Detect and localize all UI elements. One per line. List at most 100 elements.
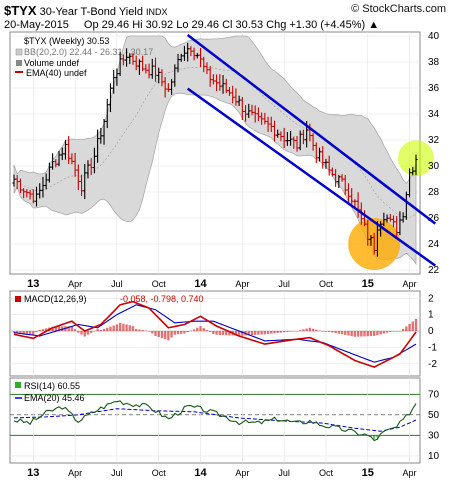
price-bar (398, 211, 402, 236)
macd-histogram-bar (112, 325, 115, 332)
price-bar (157, 67, 161, 84)
macd-histogram-bar (35, 331, 38, 333)
macd-line (13, 300, 417, 368)
price-y-tick: 34 (428, 109, 440, 120)
rsi-line-overlay (13, 400, 417, 441)
legend-volume-swatch (16, 60, 22, 66)
macd-histogram-bar (356, 331, 360, 337)
macd-y-axis: -2 -1 0 1 2 (428, 293, 437, 370)
macd-histogram-bar (353, 331, 357, 337)
price-bar (166, 83, 170, 92)
macd-histogram-bar (186, 331, 189, 333)
price-bar (173, 64, 177, 87)
legend-price: $TYX (Weekly) 30.53 (24, 36, 109, 46)
x-tick-label: 13 (27, 278, 39, 290)
price-bar (279, 131, 283, 142)
price-bar (369, 235, 373, 246)
exchange: INDX (146, 7, 168, 17)
chart-title: 30-Year T-Bond Yield (39, 6, 143, 18)
price-y-tick: 36 (428, 83, 440, 94)
macd-histogram-bar (392, 331, 395, 332)
x-tick-label: Oct (319, 279, 334, 289)
rsi-y-axis: 10 30 50 70 (428, 389, 440, 462)
price-bar (324, 158, 328, 169)
price-bar (411, 166, 415, 176)
macd-y-tick: 0 (428, 326, 434, 337)
price-bar (38, 183, 42, 199)
macd-histogram-bar (257, 331, 260, 335)
rsi-y-tick: 30 (428, 430, 440, 441)
macd-signal-line (13, 304, 417, 363)
x-tick-label: 15 (362, 278, 374, 290)
price-bar (362, 210, 367, 227)
price-bar (282, 127, 286, 149)
price-bar (44, 173, 48, 190)
price-bar (382, 212, 386, 227)
macd-histogram (12, 318, 418, 341)
macd-histogram-bar (135, 329, 138, 332)
macd-histogram-bar (22, 331, 25, 334)
macd-histogram-bar (28, 331, 32, 335)
price-y-tick: 32 (428, 135, 440, 146)
price-bar (150, 58, 154, 79)
macd-histogram-bar (41, 329, 45, 332)
price-bar (182, 45, 187, 62)
price-bar (47, 162, 51, 183)
price-bar (285, 132, 289, 146)
macd-histogram-bar (208, 331, 212, 333)
price-bar (231, 85, 235, 104)
macd-histogram-bar (379, 331, 382, 335)
rsi-y-tick: 50 (428, 410, 440, 421)
x-tick-label: Apr (403, 279, 417, 289)
macd-y-tick: -1 (428, 342, 437, 353)
price-bar (124, 48, 129, 67)
price-bar (260, 112, 264, 125)
symbol: $TYX (4, 3, 37, 18)
macd-histogram-bar (270, 331, 273, 334)
price-legend: $TYX (Weekly) 30.53 BB(20,2.0) 22.44 - 2… (15, 36, 153, 78)
price-y-tick: 30 (428, 161, 440, 172)
price-bar (112, 70, 116, 94)
macd-histogram-bar (295, 331, 299, 332)
rsi-oversold-fill (366, 435, 379, 441)
macd-histogram-bar (125, 324, 128, 332)
macd-histogram-bar (86, 331, 90, 335)
macd-histogram-bar (366, 331, 369, 337)
price-bar (198, 48, 203, 68)
price-bar (60, 147, 64, 161)
macd-histogram-bar (302, 329, 305, 332)
macd-histogram-bar (225, 331, 228, 336)
price-y-tick: 38 (428, 57, 440, 68)
price-bar (266, 116, 270, 132)
price-y-tick: 22 (428, 265, 440, 276)
macd-histogram-bar (96, 329, 99, 332)
channel-upper-line (186, 34, 437, 225)
price-bar (317, 147, 322, 162)
macd-histogram-bar (382, 331, 386, 334)
macd-histogram-bar (83, 331, 86, 337)
macd-histogram-bar (241, 331, 244, 336)
price-bar (337, 174, 341, 189)
macd-histogram-bar (102, 328, 106, 332)
macd-histogram-bar (16, 331, 19, 333)
macd-histogram-bar (411, 321, 414, 332)
price-bar (92, 147, 96, 174)
macd-histogram-bar (19, 331, 22, 334)
price-bar (288, 130, 293, 146)
price-bars (12, 42, 418, 257)
price-bar (211, 74, 215, 85)
price-bar (208, 66, 212, 87)
macd-histogram-bar (173, 331, 176, 335)
macd-histogram-bar (234, 331, 238, 336)
macd-histogram-bar (279, 331, 283, 333)
quote-date: 20-May-2015 (4, 19, 69, 31)
price-y-tick: 28 (428, 187, 440, 198)
macd-histogram-bar (350, 331, 353, 337)
price-bar (50, 153, 55, 170)
price-bar (263, 112, 267, 125)
macd-histogram-bar (70, 325, 74, 332)
macd-histogram-bar (12, 331, 16, 333)
price-bar (334, 169, 338, 187)
price-bar (144, 64, 148, 74)
price-bar (41, 176, 45, 198)
